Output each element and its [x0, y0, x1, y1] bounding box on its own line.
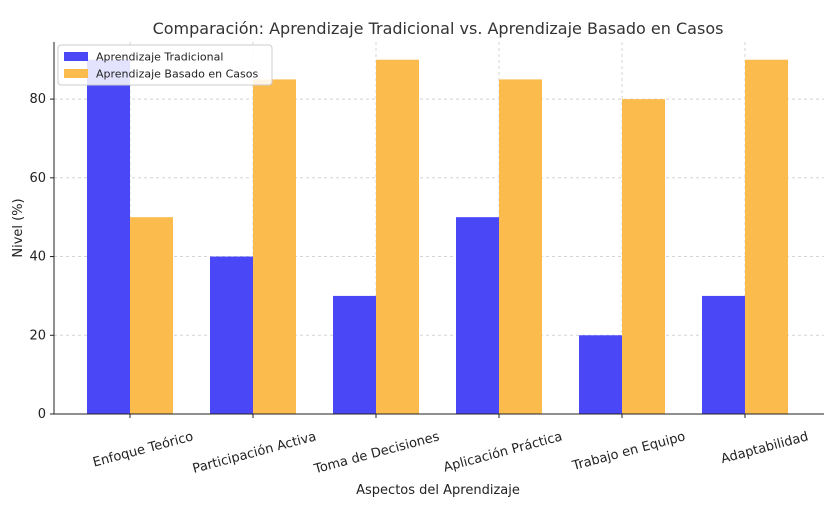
bar-tradicional [333, 295, 376, 414]
bar-casos [745, 59, 788, 414]
y-tick-label: 0 [38, 407, 46, 422]
bar-tradicional [702, 295, 745, 414]
bar-casos [130, 217, 173, 414]
bar-tradicional [210, 256, 253, 414]
bars [87, 59, 788, 415]
x-tick-label: Aplicación Práctica [442, 429, 564, 475]
chart-title: Comparación: Aprendizaje Tradicional vs.… [153, 19, 724, 38]
bar-tradicional [456, 217, 499, 414]
legend-label-casos: Aprendizaje Basado en Casos [96, 68, 258, 81]
legend-label-tradicional: Aprendizaje Tradicional [96, 51, 223, 64]
y-tick-label: 40 [29, 250, 46, 265]
axes [53, 42, 824, 415]
y-tick-label: 60 [29, 171, 46, 186]
bar-tradicional [87, 59, 130, 414]
x-tick-label: Adaptabilidad [719, 429, 810, 467]
bar-casos [376, 59, 419, 414]
bar-casos [499, 79, 542, 415]
y-tick-label: 80 [29, 92, 46, 107]
bar-tradicional [579, 335, 622, 414]
bar-casos [253, 79, 296, 415]
x-tick-label: Toma de Decisiones [312, 429, 442, 477]
bar-casos [622, 99, 665, 414]
x-tick-label: Trabajo en Equipo [570, 429, 687, 474]
x-tick-label: Participación Activa [191, 429, 318, 476]
x-axis-label: Aspectos del Aprendizaje [356, 483, 520, 498]
x-tick-label: Enfoque Teórico [91, 429, 195, 470]
legend-box [57, 44, 273, 86]
y-axis-label: Nivel (%) [11, 198, 26, 257]
legend[interactable]: Aprendizaje Tradicional Aprendizaje Basad… [57, 44, 273, 86]
legend-swatch-tradicional [64, 52, 88, 61]
legend-swatch-casos [64, 69, 88, 78]
y-tick-label: 20 [29, 328, 46, 343]
